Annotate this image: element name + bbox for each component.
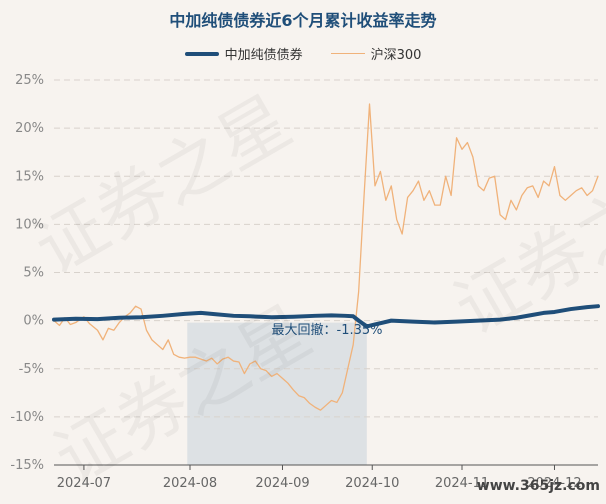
legend-swatch-bond: [184, 51, 219, 56]
y-tick-label: 5%: [23, 266, 44, 281]
x-tick-label: 2024-10: [345, 476, 399, 491]
legend: 中加纯债债券 沪深300: [0, 44, 606, 63]
x-tick-label: 2024-11: [435, 476, 489, 491]
x-tick-label: 2024-08: [163, 476, 217, 491]
y-tick-label: 0%: [23, 314, 44, 329]
series-line-hs300: [53, 103, 599, 411]
x-tick-label: 2024-12: [527, 476, 581, 491]
y-tick-label: 25%: [15, 73, 44, 88]
legend-item-bond[interactable]: 中加纯债债券: [184, 44, 303, 63]
y-tick-label: 20%: [15, 121, 44, 136]
y-tick-label: -15%: [10, 458, 44, 473]
x-tick-label: 2024-07: [57, 476, 111, 491]
drawdown-label: 最大回撤：-1.35%: [272, 322, 383, 338]
legend-label-hs300: 沪深300: [370, 48, 422, 63]
y-tick-label: 10%: [15, 217, 44, 232]
legend-item-hs300[interactable]: 沪深300: [330, 44, 422, 63]
legend-swatch-hs300: [330, 53, 365, 54]
legend-label-bond: 中加纯债债券: [224, 48, 303, 63]
series-line-bond: [52, 304, 600, 329]
y-tick-label: -10%: [10, 410, 44, 425]
y-tick-label: 15%: [15, 169, 44, 184]
x-tick-label: 2024-09: [255, 476, 309, 491]
y-tick-label: -5%: [19, 362, 44, 377]
drawdown-region: [187, 322, 367, 465]
chart-title: 中加纯债债券近6个月累计收益率走势: [169, 11, 437, 30]
site-watermark: www.365jz.com: [476, 478, 600, 494]
